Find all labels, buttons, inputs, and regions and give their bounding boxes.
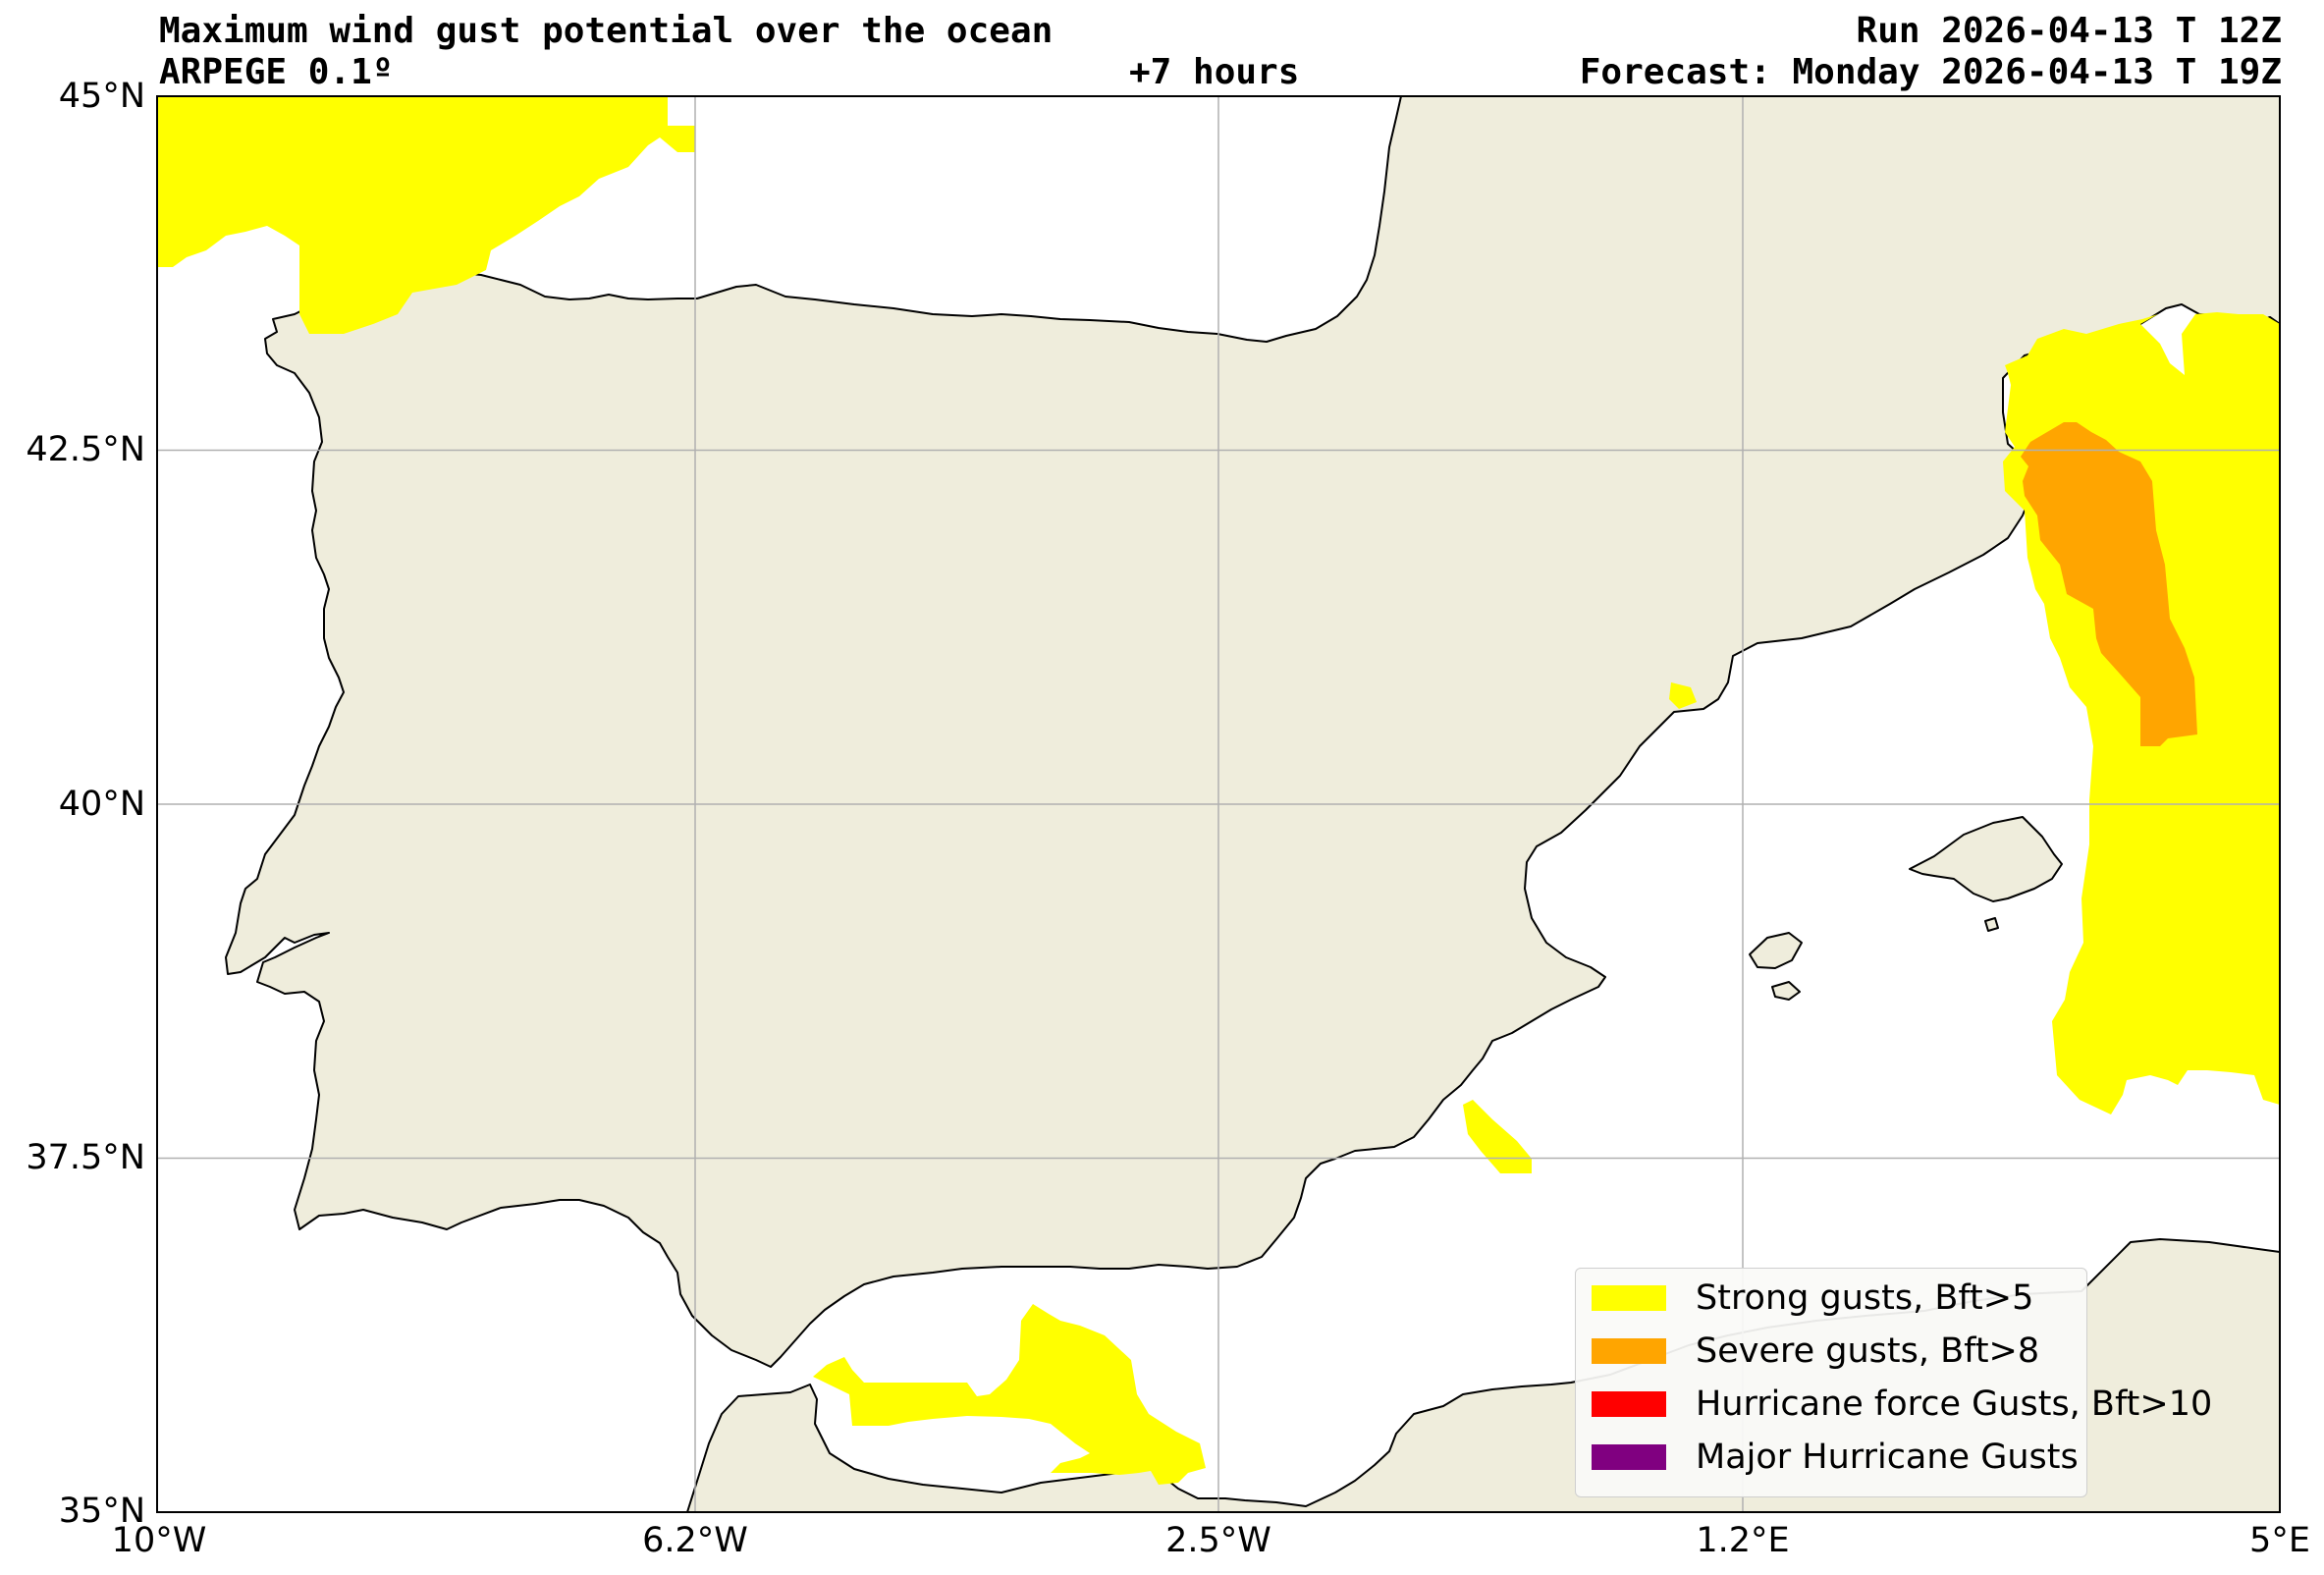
forecast-label: Forecast: Monday 2026-04-13 T 19Z [1579,52,2282,92]
lat-tick-label: 45°N [58,77,145,116]
lon-tick-label: 1.2°E [1696,1521,1790,1560]
formentera-island [1771,981,1801,1001]
legend-label: Major Hurricane Gusts [1696,1438,2079,1477]
iberia-landmass [225,96,2280,1368]
run-label: Run 2026-04-13 T 12Z [1856,11,2282,51]
lon-tick-label: 10°W [111,1521,207,1560]
legend-swatch [1592,1338,1666,1364]
cabrera-island [1984,917,1999,932]
legend-swatch [1592,1391,1666,1417]
legend-swatch [1592,1285,1666,1311]
lon-tick-label: 5°E [2249,1521,2310,1560]
legend-label: Severe gusts, Bft>8 [1696,1331,2040,1371]
gust-layer [157,96,2280,1485]
legend-swatch [1592,1444,1666,1470]
legend-label: Hurricane force Gusts, Bft>10 [1696,1385,2213,1424]
strong-gust-area-alboran [813,1304,1206,1485]
lon-tick-label: 6.2°W [642,1521,748,1560]
legend: Strong gusts, Bft>5 Severe gusts, Bft>8 … [1575,1268,2212,1497]
legend-item-major: Major Hurricane Gusts [1592,1438,2079,1477]
strong-gust-area-palos [1463,1100,1532,1173]
map-title: Maximum wind gust potential over the oce… [159,11,1054,51]
legend-item-hurricane: Hurricane force Gusts, Bft>10 [1592,1385,2212,1424]
lon-tick-label: 2.5°W [1165,1521,1271,1560]
lat-tick-label: 42.5°N [26,430,145,469]
strong-gust-area-ebro [1669,682,1697,709]
map-frame [156,95,2281,1513]
lat-tick-label: 40°N [58,785,145,824]
severe-gust-area-lion [2021,422,2197,746]
legend-item-severe: Severe gusts, Bft>8 [1592,1331,2039,1371]
model-label: ARPEGE 0.1º [159,52,394,92]
mallorca-island [1909,816,2063,902]
legend-label: Strong gusts, Bft>5 [1696,1278,2034,1318]
lat-tick-label: 37.5°N [26,1138,145,1177]
lat-tick-label: 35°N [58,1492,145,1531]
strong-gust-area-biscay [157,96,695,334]
graticule [157,96,2280,1512]
lead-time-label: +7 hours [1129,52,1300,92]
ibiza-island [1749,932,1803,969]
legend-item-strong: Strong gusts, Bft>5 [1592,1278,2033,1318]
